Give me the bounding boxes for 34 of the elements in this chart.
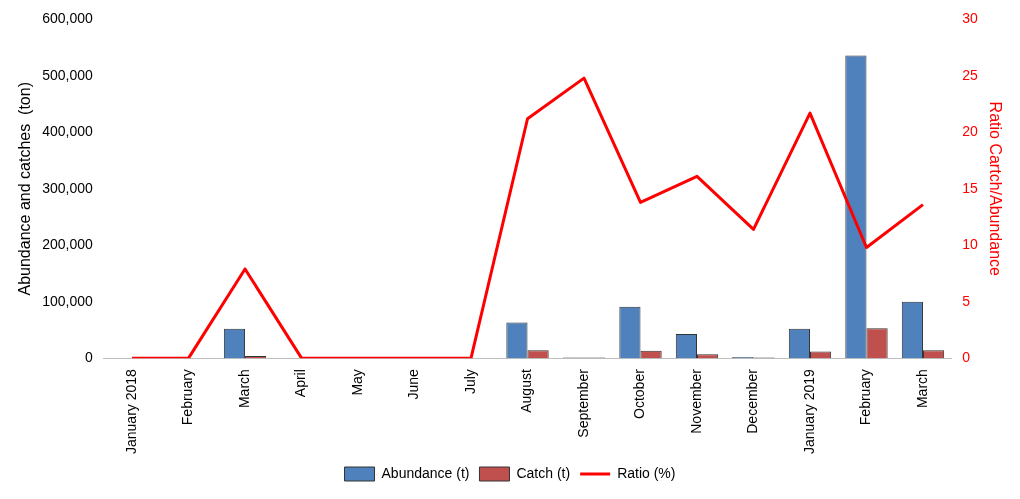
legend-label: Ratio (%) bbox=[617, 464, 676, 481]
y-tick-label: 200,000 bbox=[42, 236, 94, 253]
x-tick-label: January 2018 bbox=[122, 368, 139, 454]
y2-tick-label: 25 bbox=[962, 66, 979, 83]
x-tick-label: July bbox=[461, 369, 478, 395]
y-tick-label: 500,000 bbox=[42, 66, 94, 83]
y-tick-label: 0 bbox=[85, 349, 94, 366]
y-tick-label: 400,000 bbox=[42, 123, 94, 140]
x-tick-label: December bbox=[744, 368, 761, 434]
y-tick-label: 600,000 bbox=[42, 10, 94, 27]
y2-tick-label: 15 bbox=[962, 179, 979, 196]
y2-tick-label: 5 bbox=[962, 292, 971, 309]
x-tick-label: April bbox=[292, 369, 309, 398]
y2-tick-label: 30 bbox=[962, 10, 979, 27]
y2-tick-label: 0 bbox=[962, 349, 971, 366]
legend-label: Abundance (t) bbox=[381, 464, 470, 481]
x-tick-label: May bbox=[348, 369, 365, 396]
legend-label: Catch (t) bbox=[516, 464, 571, 481]
y2-tick-label: 10 bbox=[962, 236, 979, 253]
y-axis-title: Abundance and catches (ton) bbox=[16, 82, 34, 296]
x-tick-label: June bbox=[405, 368, 422, 400]
x-tick-label: February bbox=[179, 369, 196, 426]
x-tick-label: March bbox=[913, 369, 930, 409]
x-tick-label: January 2019 bbox=[800, 368, 817, 454]
x-tick-label: February bbox=[857, 369, 874, 426]
x-tick-label: October bbox=[631, 368, 648, 419]
y2-tick-label: 20 bbox=[962, 123, 979, 140]
x-tick-label: August bbox=[518, 369, 535, 413]
y2-axis-title: Ratio Cartch/Abundance bbox=[986, 101, 1004, 277]
x-tick-label: September bbox=[574, 368, 591, 438]
y-tick-label: 100,000 bbox=[42, 292, 94, 309]
y-tick-label: 300,000 bbox=[42, 179, 94, 196]
x-tick-label: November bbox=[687, 368, 704, 434]
x-tick-label: March bbox=[235, 369, 252, 409]
